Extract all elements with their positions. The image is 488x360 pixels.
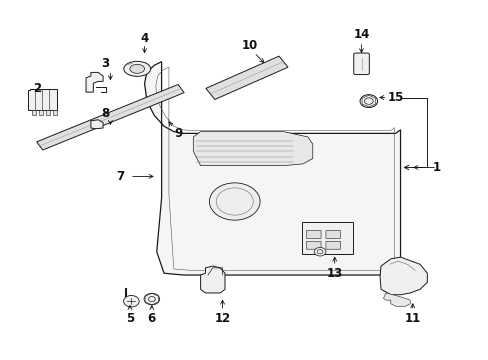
FancyBboxPatch shape — [39, 110, 43, 115]
Text: 8: 8 — [101, 107, 109, 120]
Text: 2: 2 — [33, 82, 41, 95]
FancyBboxPatch shape — [306, 241, 321, 249]
FancyBboxPatch shape — [46, 110, 50, 115]
Text: 5: 5 — [125, 311, 134, 325]
Polygon shape — [27, 89, 57, 110]
FancyBboxPatch shape — [306, 230, 321, 238]
FancyBboxPatch shape — [32, 110, 36, 115]
FancyBboxPatch shape — [353, 53, 368, 75]
Circle shape — [209, 183, 260, 220]
Text: 12: 12 — [214, 311, 230, 325]
FancyBboxPatch shape — [325, 230, 340, 238]
Polygon shape — [383, 293, 409, 306]
Polygon shape — [37, 85, 184, 150]
Polygon shape — [91, 120, 103, 129]
Text: 7: 7 — [116, 170, 124, 183]
FancyBboxPatch shape — [53, 110, 57, 115]
Text: 6: 6 — [147, 311, 156, 325]
Text: 13: 13 — [326, 267, 342, 280]
Circle shape — [144, 293, 159, 305]
Polygon shape — [200, 266, 224, 293]
Circle shape — [359, 95, 377, 108]
Text: 15: 15 — [386, 91, 403, 104]
FancyBboxPatch shape — [325, 241, 340, 249]
Polygon shape — [193, 132, 312, 166]
Polygon shape — [205, 56, 287, 99]
Circle shape — [123, 296, 139, 307]
Text: 4: 4 — [140, 32, 148, 45]
Circle shape — [314, 247, 325, 256]
Polygon shape — [86, 72, 103, 92]
Text: 10: 10 — [241, 39, 257, 52]
Text: 9: 9 — [174, 127, 183, 140]
Ellipse shape — [123, 61, 150, 76]
FancyBboxPatch shape — [302, 222, 352, 254]
Text: 14: 14 — [353, 28, 369, 41]
Polygon shape — [144, 62, 400, 275]
Text: 1: 1 — [432, 161, 440, 174]
Text: 3: 3 — [102, 57, 109, 70]
Polygon shape — [379, 257, 427, 295]
Ellipse shape — [130, 64, 144, 73]
Text: 11: 11 — [404, 311, 420, 325]
